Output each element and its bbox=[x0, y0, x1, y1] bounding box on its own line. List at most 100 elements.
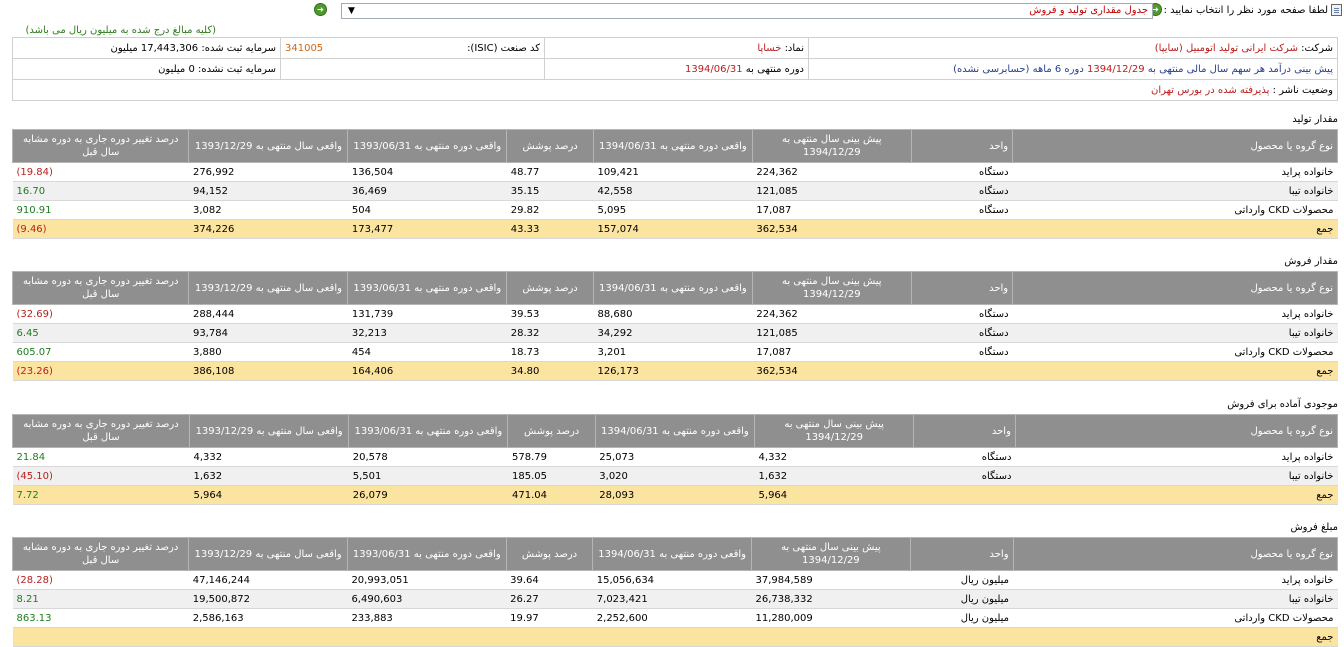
period-cell: دوره منتهی به 1394/06/31 bbox=[544, 58, 809, 80]
cell-change bbox=[12, 627, 189, 647]
company-label: شرکت: bbox=[1301, 42, 1333, 54]
column-header-unit[interactable]: واحد bbox=[913, 414, 1016, 448]
table-row: محصولات CKD وارداتی میلیون ریال 11,280,009… bbox=[12, 608, 1338, 628]
column-header-prev-period[interactable]: واقعی دوره منتهی به 1393/06/31 bbox=[347, 271, 508, 305]
table-header-row: نوع گروه یا محصول واحد پیش بینی سال منتهی … bbox=[11, 129, 1338, 163]
symbol-label: نماد: bbox=[784, 42, 804, 54]
column-header-unit[interactable]: واحد bbox=[910, 129, 1014, 163]
cell-forecast: 362,534 bbox=[752, 361, 912, 381]
column-header-change[interactable]: درصد تغییر دوره جاری به دوره مشابه سال ق… bbox=[11, 129, 190, 163]
cell-change: 863.13 bbox=[12, 608, 189, 628]
cell-change: 6.45 bbox=[12, 323, 189, 343]
cell-coverage: 19.97 bbox=[506, 608, 593, 628]
column-header-product[interactable]: نوع گروه یا محصول bbox=[1012, 129, 1338, 163]
cell-unit: دستگاه bbox=[911, 181, 1013, 201]
column-header-change[interactable]: درصد تغییر دوره جاری به دوره مشابه سال ق… bbox=[11, 537, 190, 571]
column-header-unit[interactable]: واحد bbox=[910, 271, 1014, 305]
forecast-label: پیش بینی درآمد هر سهم سال مالی منتهی به bbox=[1147, 63, 1333, 75]
table-total-row: جمع 362,534 157,074 43.33 173,477 374,226 (9.4… bbox=[12, 219, 1338, 239]
page-select-prompt: لطفا صفحه مورد نظر را انتخاب نمایید : bbox=[1163, 5, 1328, 16]
column-header-prev-period[interactable]: واقعی دوره منتهی به 1393/06/31 bbox=[346, 537, 507, 571]
symbol-cell: نماد: خساپا bbox=[544, 37, 809, 59]
cell-product: خانواده پراید bbox=[1012, 162, 1338, 182]
cell-coverage: 28.32 bbox=[506, 323, 594, 343]
cell-change: 910.91 bbox=[12, 200, 189, 220]
column-header-actual[interactable]: واقعی دوره منتهی به 1394/06/31 bbox=[592, 129, 753, 163]
cell-prev-year: 5,964 bbox=[189, 485, 349, 505]
cell-change: 8.21 bbox=[12, 589, 189, 609]
symbol-value: خساپا bbox=[757, 42, 782, 54]
column-header-forecast[interactable]: پیش بینی سال منتهی به 1394/12/29 bbox=[751, 129, 912, 163]
cell-prev-period: 164,406 bbox=[347, 361, 507, 381]
column-header-prev-year[interactable]: واقعی سال منتهی به 1393/12/29 bbox=[188, 537, 348, 571]
table-row: خانواده پراید دستگاه 4,332 25,073 578.79 20,5… bbox=[12, 447, 1338, 467]
column-header-prev-year[interactable]: واقعی سال منتهی به 1393/12/29 bbox=[188, 271, 349, 305]
cell-actual: 34,292 bbox=[593, 323, 753, 343]
isic-label: کد صنعت (ISIC): bbox=[467, 42, 540, 54]
publisher-label: وضعیت ناشر : bbox=[1272, 84, 1333, 96]
cell-forecast: 224,362 bbox=[752, 162, 912, 182]
column-header-forecast[interactable]: پیش بینی سال منتهی به 1394/12/29 bbox=[751, 271, 912, 305]
cell-product: محصولات CKD وارداتی bbox=[1012, 342, 1338, 362]
cell-change: (28.28) bbox=[12, 570, 189, 590]
column-header-forecast[interactable]: پیش بینی سال منتهی به 1394/12/29 bbox=[754, 414, 915, 448]
column-header-actual[interactable]: واقعی دوره منتهی به 1394/06/31 bbox=[594, 414, 756, 448]
cell-actual: 109,421 bbox=[593, 162, 753, 182]
column-header-coverage[interactable]: درصد پوشش bbox=[506, 271, 594, 305]
column-header-coverage[interactable]: درصد پوشش bbox=[505, 537, 594, 571]
publisher-value: پذیرفته شده در بورس تهران bbox=[1151, 84, 1270, 96]
cell-change: (23.26) bbox=[12, 361, 189, 381]
column-header-product[interactable]: نوع گروه یا محصول bbox=[1012, 537, 1339, 571]
cell-prev-year: 3,082 bbox=[188, 200, 348, 220]
column-header-prev-period[interactable]: واقعی دوره منتهی به 1393/06/31 bbox=[348, 414, 509, 448]
cell-unit: میلیون ریال bbox=[910, 589, 1014, 609]
cell-prev-year: 93,784 bbox=[188, 323, 348, 343]
cell-forecast: 4,332 bbox=[754, 447, 914, 467]
go-arrow-icon-secondary[interactable]: ➜ bbox=[314, 3, 327, 16]
column-header-prev-period[interactable]: واقعی دوره منتهی به 1393/06/31 bbox=[347, 129, 508, 163]
cell-prev-period: 20,578 bbox=[348, 447, 508, 467]
column-header-forecast[interactable]: پیش بینی سال منتهی به 1394/12/29 bbox=[751, 537, 911, 571]
data-table: نوع گروه یا محصول واحد پیش بینی سال منتهی … bbox=[11, 537, 1339, 647]
column-header-prev-year[interactable]: واقعی سال منتهی به 1393/12/29 bbox=[188, 414, 350, 448]
cell-coverage: 43.33 bbox=[506, 219, 594, 239]
cell-coverage: 185.05 bbox=[507, 466, 596, 486]
cell-product: خانواده تیبا bbox=[1012, 181, 1338, 201]
column-header-actual[interactable]: واقعی دوره منتهی به 1394/06/31 bbox=[592, 271, 753, 305]
cell-coverage: 34.80 bbox=[506, 361, 594, 381]
cell-prev-period: 136,504 bbox=[347, 162, 507, 182]
page-select-dropdown[interactable]: جدول مقداری تولید و فروش ▼ bbox=[341, 3, 1153, 19]
column-header-change[interactable]: درصد تغییر دوره جاری به دوره مشابه سال ق… bbox=[12, 414, 190, 448]
cell-actual: 25,073 bbox=[595, 447, 755, 467]
cell-product: خانواده پراید bbox=[1015, 447, 1338, 467]
cell-forecast: 11,280,009 bbox=[751, 608, 911, 628]
column-header-coverage[interactable]: درصد پوشش bbox=[507, 414, 596, 448]
column-header-prev-year[interactable]: واقعی سال منتهی به 1393/12/29 bbox=[188, 129, 349, 163]
column-header-actual[interactable]: واقعی دوره منتهی به 1394/06/31 bbox=[592, 537, 752, 571]
cell-prev-period: 173,477 bbox=[347, 219, 507, 239]
cell-unit: دستگاه bbox=[911, 304, 1013, 324]
cell-prev-year: 19,500,872 bbox=[188, 589, 348, 609]
cell-actual: 42,558 bbox=[593, 181, 753, 201]
cell-change: (45.10) bbox=[12, 466, 190, 486]
cell-coverage bbox=[506, 627, 593, 647]
cell-prev-year: 1,632 bbox=[189, 466, 349, 486]
cell-change: 605.07 bbox=[12, 342, 189, 362]
cell-unit bbox=[913, 485, 1016, 505]
column-header-change[interactable]: درصد تغییر دوره جاری به دوره مشابه سال ق… bbox=[11, 271, 190, 305]
column-header-product[interactable]: نوع گروه یا محصول bbox=[1014, 414, 1339, 448]
forecast-cell: پیش بینی درآمد هر سهم سال مالی منتهی به … bbox=[808, 58, 1338, 80]
forecast-period: دوره 6 ماهه bbox=[1032, 63, 1084, 75]
cell-change: 7.72 bbox=[12, 485, 190, 505]
cell-change: (19.84) bbox=[12, 162, 189, 182]
cell-unit: میلیون ریال bbox=[910, 608, 1014, 628]
cell-prev-period: 131,739 bbox=[347, 304, 507, 324]
cell-actual: 2,252,600 bbox=[592, 608, 752, 628]
cell-prev-period bbox=[347, 627, 507, 647]
cell-prev-period: 233,883 bbox=[347, 608, 507, 628]
column-header-product[interactable]: نوع گروه یا محصول bbox=[1012, 271, 1338, 305]
column-header-coverage[interactable]: درصد پوشش bbox=[506, 129, 594, 163]
cell-actual: 157,074 bbox=[593, 219, 753, 239]
cell-actual: 88,680 bbox=[593, 304, 753, 324]
column-header-unit[interactable]: واحد bbox=[909, 537, 1014, 571]
